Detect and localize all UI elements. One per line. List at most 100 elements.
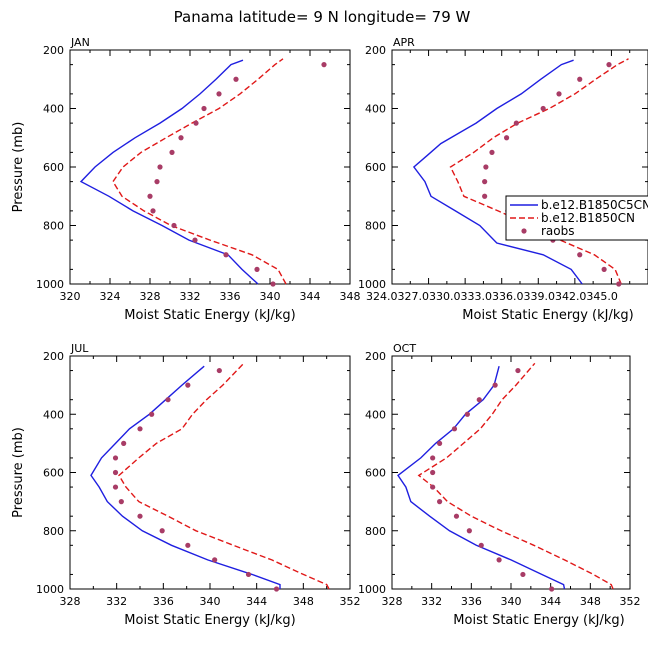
raobs-point xyxy=(137,426,143,432)
x-tick-label: 332 xyxy=(106,595,127,608)
plot-frame xyxy=(69,355,351,590)
x-tick-label: 328 xyxy=(60,595,81,608)
raobs-point xyxy=(193,120,199,126)
raobs-point xyxy=(437,499,443,505)
panel-label: OCT xyxy=(393,342,416,355)
raobs-point xyxy=(482,193,488,199)
raobs-point xyxy=(482,179,488,185)
raobs-point xyxy=(185,542,191,548)
legend-label-series1: b.e12.B1850C5CN xyxy=(541,198,648,212)
raobs-point xyxy=(121,440,127,446)
x-tick-label: 336 xyxy=(153,595,174,608)
raobs-point xyxy=(178,135,184,141)
raobs-point xyxy=(430,455,436,461)
y-tick-label: 400 xyxy=(365,103,386,116)
raobs-point xyxy=(149,411,155,417)
raobs-point xyxy=(201,105,207,112)
raobs-point xyxy=(464,411,470,417)
raobs-point xyxy=(451,426,458,432)
x-tick-label: 348 xyxy=(340,290,361,303)
x-axis-label: Moist Static Energy (kJ/kg) xyxy=(453,613,624,628)
raobs-point xyxy=(185,382,191,388)
x-tick-label: 332 xyxy=(421,595,442,608)
y-tick-label: 600 xyxy=(43,161,64,174)
raobs-point xyxy=(254,266,260,272)
raobs-point xyxy=(601,266,607,272)
x-tick-label: 352 xyxy=(620,595,641,608)
raobs-point xyxy=(192,237,198,243)
raobs-point xyxy=(549,586,555,592)
raobs-point xyxy=(159,528,165,534)
x-tick-label: 348 xyxy=(580,595,601,608)
raobs-point xyxy=(513,120,519,126)
x-tick-label: 332 xyxy=(180,290,201,303)
y-tick-label: 400 xyxy=(365,408,386,421)
raobs-point xyxy=(165,397,171,403)
x-tick-labels: 324.0327.0330.0333.0336.0339.0342.0345.0 xyxy=(366,290,618,303)
raobs-point xyxy=(520,571,526,578)
raobs-point xyxy=(616,281,622,287)
y-tick-label: 200 xyxy=(365,350,386,363)
raobs-point xyxy=(216,91,222,97)
y-tick-label: 800 xyxy=(43,525,64,538)
raobs-point xyxy=(492,382,498,388)
y-tick-label: 1000 xyxy=(36,583,64,596)
x-tick-label: 344 xyxy=(300,290,321,303)
y-axis-label: Pressure (mb) xyxy=(11,122,26,213)
raobs-point xyxy=(112,484,119,490)
y-tick-label: 600 xyxy=(43,467,64,480)
x-axis-label: Moist Static Energy (kJ/kg) xyxy=(462,308,633,323)
y-tick-label: 600 xyxy=(365,467,386,480)
series-line-c5cn xyxy=(90,365,281,589)
x-tick-label: 320 xyxy=(60,290,81,303)
x-tick-label: 340 xyxy=(260,290,281,303)
y-tick-label: 600 xyxy=(365,161,386,174)
x-tick-label: 328 xyxy=(382,595,403,608)
raobs-point xyxy=(112,455,119,461)
raobs-point xyxy=(476,397,482,403)
series-line-cn xyxy=(449,58,629,285)
panel-label: APR xyxy=(393,36,415,49)
raobs-point xyxy=(216,367,222,374)
raobs-point xyxy=(489,149,495,155)
series-line-c5cn xyxy=(397,366,566,590)
y-tick-label: 800 xyxy=(43,220,64,233)
raobs-point xyxy=(112,469,119,476)
raobs-point xyxy=(147,193,153,199)
x-axis-label: Moist Static Energy (kJ/kg) xyxy=(124,613,295,628)
x-tick-label: 324 xyxy=(100,290,121,303)
series-line-c5cn xyxy=(412,59,583,285)
x-tick-label: 352 xyxy=(340,595,361,608)
y-tick-label: 1000 xyxy=(358,583,386,596)
raobs-point xyxy=(483,164,489,170)
x-tick-label: 340 xyxy=(501,595,522,608)
x-tick-label: 328 xyxy=(140,290,161,303)
legend-label-raobs: raobs xyxy=(541,224,575,238)
y-tick-label: 400 xyxy=(43,408,64,421)
raobs-point xyxy=(169,149,175,155)
raobs-point xyxy=(430,469,436,476)
series-line-cn xyxy=(118,362,330,590)
y-tick-label: 400 xyxy=(43,103,64,116)
x-tick-label: 348 xyxy=(293,595,314,608)
raobs-point xyxy=(503,135,510,141)
raobs-point xyxy=(270,281,276,287)
x-tick-label: 344 xyxy=(540,595,561,608)
raobs-point xyxy=(118,499,124,505)
y-tick-label: 800 xyxy=(365,525,386,538)
panel-label: JUL xyxy=(70,342,89,355)
panel-label: JAN xyxy=(70,36,90,49)
raobs-point xyxy=(453,513,460,519)
legend-swatch-raobs xyxy=(521,228,527,234)
series-line-c5cn xyxy=(79,59,259,285)
raobs-point xyxy=(577,252,583,258)
figure-title: Panama latitude= 9 N longitude= 79 W xyxy=(174,8,471,26)
raobs-point xyxy=(212,557,218,563)
series-line-cn xyxy=(112,58,287,285)
y-tick-label: 200 xyxy=(43,350,64,363)
legend: b.e12.B1850C5CN b.e12.B1850CN raobs xyxy=(505,195,648,241)
raobs-point xyxy=(478,542,484,548)
raobs-point xyxy=(577,76,583,82)
